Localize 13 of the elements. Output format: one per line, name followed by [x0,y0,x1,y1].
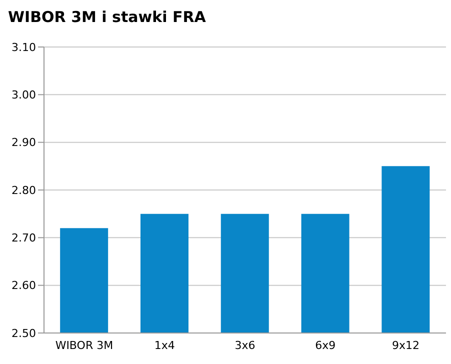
y-tick-label: 3.00 [12,88,36,102]
y-tick-label: 2.90 [12,136,36,150]
x-tick-label: 6x9 [315,338,336,352]
x-tick-label: WIBOR 3M [55,338,114,352]
y-tick-label: 2.60 [12,279,36,292]
y-tick-label: 3.10 [12,40,36,54]
x-tick-label: 1x4 [154,338,175,352]
chart-title: WIBOR 3M i stawki FRA [8,8,206,26]
y-tick-label: 2.80 [12,184,36,197]
x-tick-label: 3x6 [234,338,256,352]
x-tick-label: 9x12 [392,338,420,352]
y-tick-label: 2.70 [12,232,36,245]
y-tick-label: 2.50 [12,326,36,340]
